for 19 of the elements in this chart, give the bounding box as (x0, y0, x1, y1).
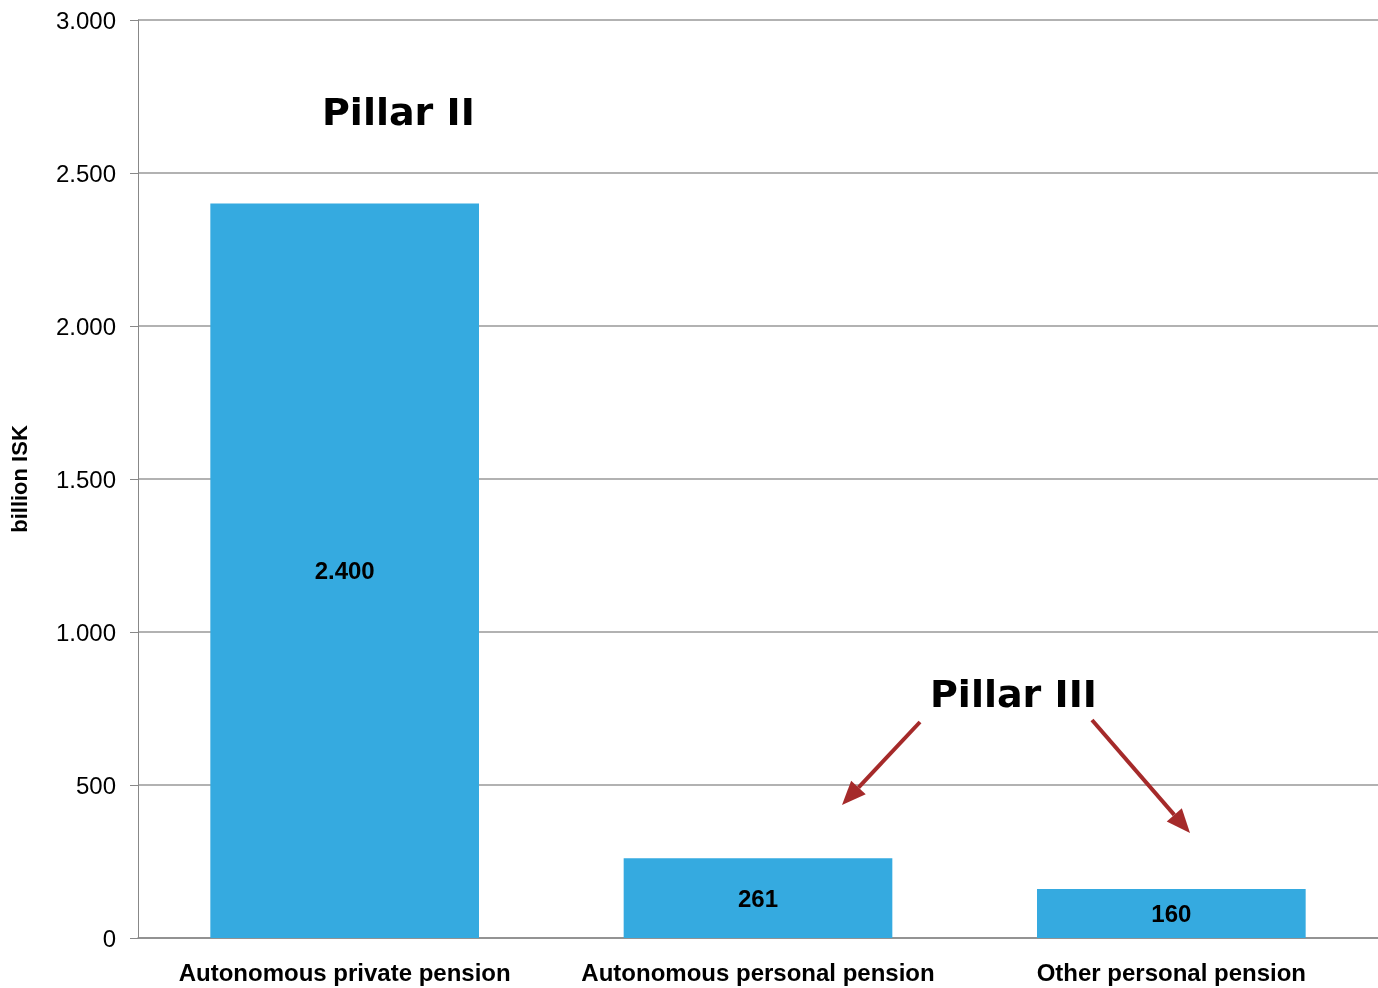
data-label: 261 (737, 884, 779, 912)
y-tick-label: 2.000 (55, 312, 116, 340)
y-tick-label: 0 (102, 924, 116, 952)
y-tick-label: 500 (75, 771, 116, 799)
bar (623, 858, 893, 938)
y-tick-label: 3.000 (55, 6, 116, 34)
annotation: Pillar III (930, 672, 1097, 716)
y-axis-title: billion ISK (6, 425, 32, 533)
data-label: 160 (1151, 900, 1192, 928)
x-tick-label: Autonomous personal pension (581, 958, 935, 986)
bar (210, 203, 479, 938)
bar (1037, 889, 1306, 938)
y-tick-label: 2.500 (55, 159, 116, 187)
y-tick-label: 1.000 (55, 618, 116, 646)
x-tick-label: Other personal pension (1036, 958, 1307, 986)
x-tick-label: Autonomous private pension (178, 958, 511, 986)
y-tick-label: 1.500 (55, 465, 116, 493)
data-label: 2.400 (314, 557, 375, 585)
annotation: Pillar II (322, 90, 475, 134)
